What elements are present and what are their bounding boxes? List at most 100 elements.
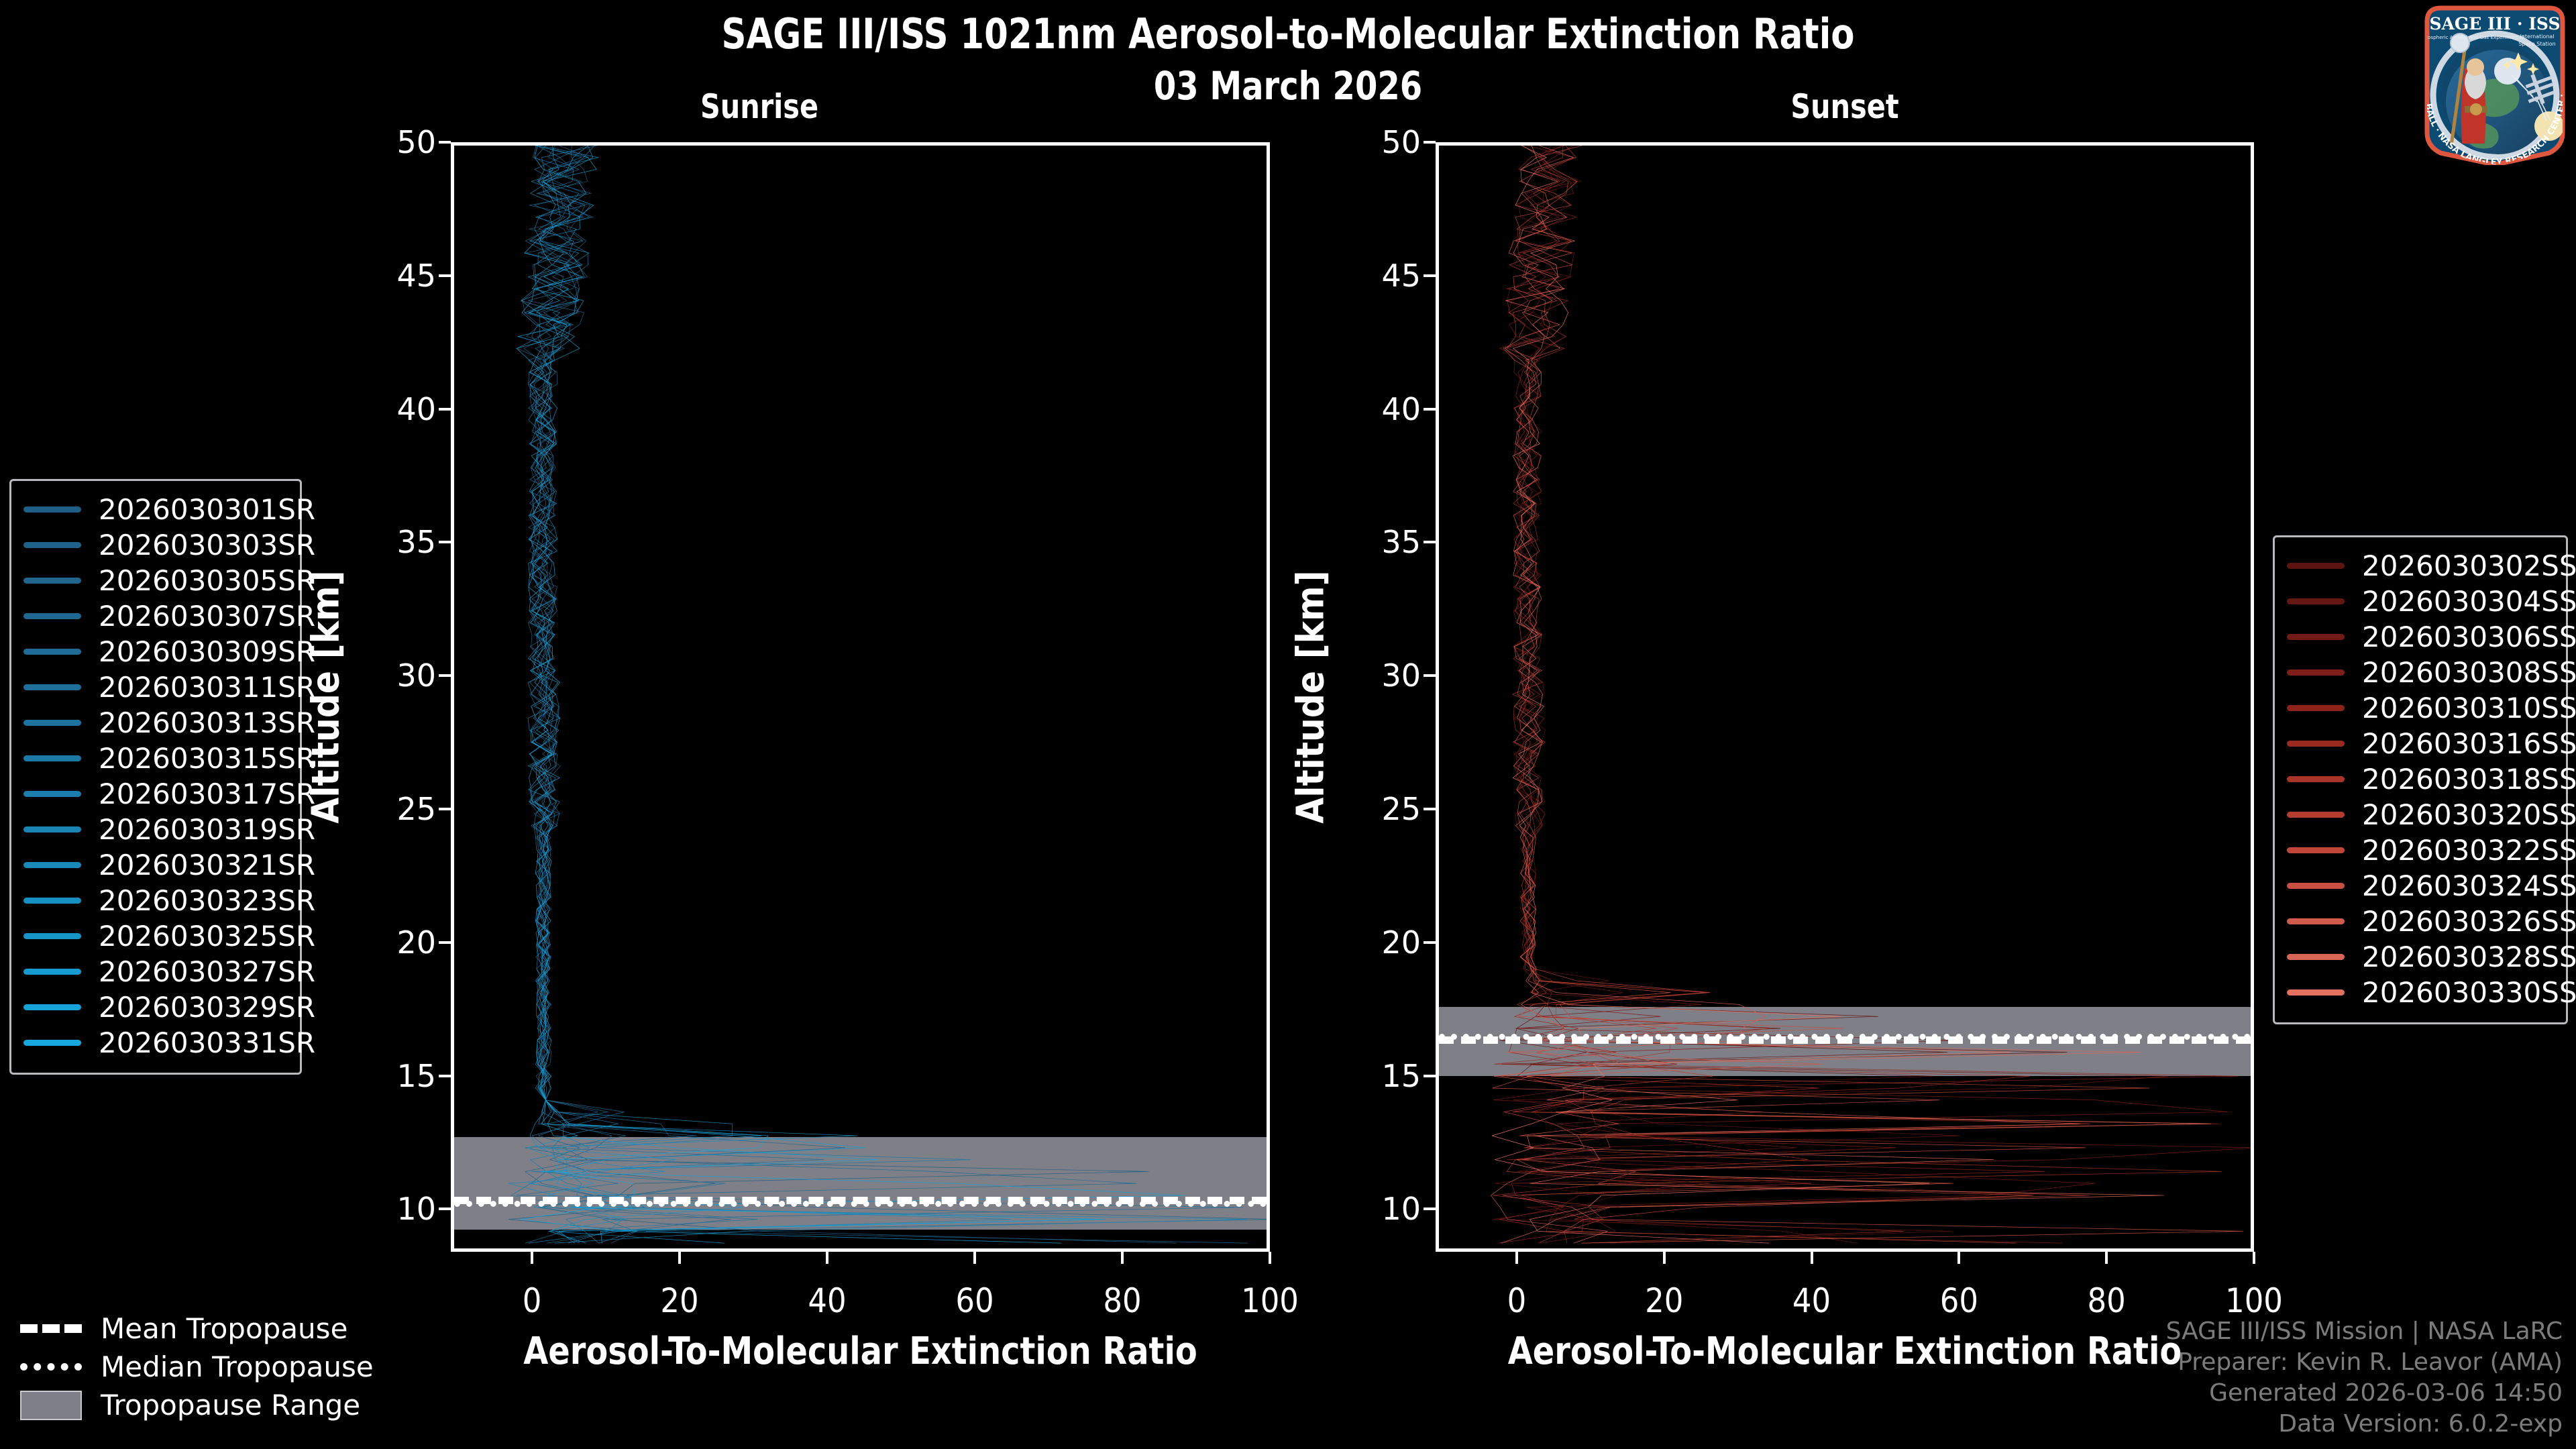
y-tick-label: 25 [1381,790,1421,827]
legend-color-swatch [2287,954,2345,960]
legend-color-swatch [2287,563,2345,569]
legend-item[interactable]: 2026030328SS [2287,939,2576,975]
y-tick-mark [439,674,451,678]
x-tick-mark [1121,1252,1124,1264]
legend-item[interactable]: 2026030324SS [2287,868,2576,904]
legend-color-swatch [23,755,81,761]
y-tick-label: 50 [1381,124,1421,160]
legend-item[interactable]: 2026030309SR [23,634,315,669]
legend-item[interactable]: 2026030304SS [2287,584,2576,619]
legend-color-swatch [23,826,81,833]
legend-event-label: 2026030301SR [99,493,316,526]
legend-item[interactable]: 2026030311SR [23,669,315,705]
legend-item[interactable]: 2026030303SR [23,527,315,563]
x-tick-mark [2253,1252,2255,1264]
profile-line [517,146,1243,1243]
x-tick-label: 0 [522,1281,542,1320]
y-tick-mark [1424,1074,1436,1077]
legend-item[interactable]: 2026030322SS [2287,833,2576,868]
legend-item[interactable]: 2026030308SS [2287,655,2576,690]
legend-event-label: 2026030305SR [99,564,316,597]
profile-line [517,146,971,1243]
x-tick-label: 60 [955,1281,994,1320]
legend-event-label: 2026030321SR [99,849,316,881]
y-tick-label: 10 [1381,1191,1421,1228]
legend-item[interactable]: 2026030326SS [2287,904,2576,939]
profile-line [1495,146,2030,1243]
y-tick-mark [1424,807,1436,810]
legend-event-label: 2026030325SR [99,920,316,953]
page-title: SAGE III/ISS 1021nm Aerosol-to-Molecular… [721,9,1855,58]
profile-line [1502,146,2168,1243]
y-tick-mark [439,807,451,810]
legend-event-label: 2026030326SS [2362,905,2576,938]
profile-line [517,146,1061,1243]
y-tick-label: 50 [396,124,436,160]
legend-item[interactable]: 2026030321SR [23,847,315,883]
legend-color-swatch [2287,705,2345,711]
y-tick-mark [1424,1208,1436,1211]
legend-event-label: 2026030306SS [2362,621,2576,653]
legend-item[interactable]: 2026030310SS [2287,690,2576,726]
profile-line [1491,146,2080,1243]
legend-item[interactable]: 2026030320SS [2287,797,2576,833]
profile-line [1494,146,2210,1243]
y-tick-label: 45 [1381,257,1421,294]
legend-color-swatch [23,969,81,975]
legend-item[interactable]: 2026030305SR [23,563,315,598]
legend-event-label: 2026030317SR [99,777,316,810]
legend-color-swatch [23,791,81,797]
x-tick-mark [2105,1252,2108,1264]
x-tick-label: 40 [1792,1281,1831,1320]
profile-line [511,146,757,1243]
legend-item[interactable]: 2026030330SS [2287,975,2576,1010]
legend-label-median-tropopause: Median Tropopause [101,1350,374,1383]
legend-item[interactable]: 2026030315SR [23,741,315,776]
legend-sunset-events[interactable]: 2026030302SS 2026030304SS 2026030306SS 2026… [2273,535,2576,1024]
y-tick-label: 10 [396,1191,436,1228]
legend-item[interactable]: 2026030329SR [23,989,315,1025]
filled-box-icon [20,1390,85,1420]
y-tick-mark [1424,407,1436,411]
plot-area-sunrise[interactable] [451,142,1270,1252]
legend-item[interactable]: 2026030306SS [2287,619,2576,655]
legend-event-label: 2026030313SR [99,706,316,739]
logo-subtitle-left: Stratospheric Aerosol and Gas Experiment… [2418,34,2524,40]
legend-event-label: 2026030328SS [2362,941,2576,973]
y-tick-mark [439,141,451,144]
legend-event-label: 2026030318SS [2362,763,2576,796]
legend-item[interactable]: 2026030325SR [23,918,315,954]
x-tick-label: 20 [1645,1281,1684,1320]
legend-event-label: 2026030322SS [2362,834,2576,867]
x-tick-mark [826,1252,828,1264]
y-tick-label: 40 [1381,390,1421,427]
profile-line [1499,146,2238,1243]
legend-item[interactable]: 2026030313SR [23,705,315,741]
sage-iii-iss-mission-patch-logo: SAGE III · ISS Stratospheric Aerosol and… [2418,1,2572,167]
legend-item[interactable]: 2026030331SR [23,1025,315,1061]
profile-line [523,146,1176,1243]
legend-item[interactable]: 2026030316SS [2287,726,2576,761]
legend-sunrise-events[interactable]: 2026030301SR 2026030303SR 2026030305SR 2026… [9,479,315,1075]
y-tick-mark [1424,274,1436,277]
legend-item[interactable]: 2026030307SR [23,598,315,634]
legend-color-swatch [23,506,81,513]
x-axis-label-sunrise: Aerosol-To-Molecular Extinction Ratio [523,1330,1197,1373]
median-tropopause-line [1439,1033,2251,1040]
legend-item[interactable]: 2026030301SR [23,492,315,527]
plot-area-sunset[interactable] [1436,142,2254,1252]
legend-item[interactable]: 2026030317SR [23,776,315,812]
legend-color-swatch [23,684,81,690]
legend-item[interactable]: 2026030318SS [2287,761,2576,797]
legend-item[interactable]: 2026030319SR [23,812,315,847]
legend-item[interactable]: 2026030327SR [23,954,315,989]
legend-color-swatch [23,578,81,584]
legend-event-label: 2026030310SS [2362,692,2576,724]
y-tick-label: 30 [396,657,436,694]
x-tick-mark [1515,1252,1518,1264]
legend-event-label: 2026030319SR [99,813,316,846]
legend-item[interactable]: 2026030302SS [2287,548,2576,584]
x-tick-label: 60 [1939,1281,1978,1320]
legend-color-swatch [2287,847,2345,853]
legend-item[interactable]: 2026030323SR [23,883,315,918]
